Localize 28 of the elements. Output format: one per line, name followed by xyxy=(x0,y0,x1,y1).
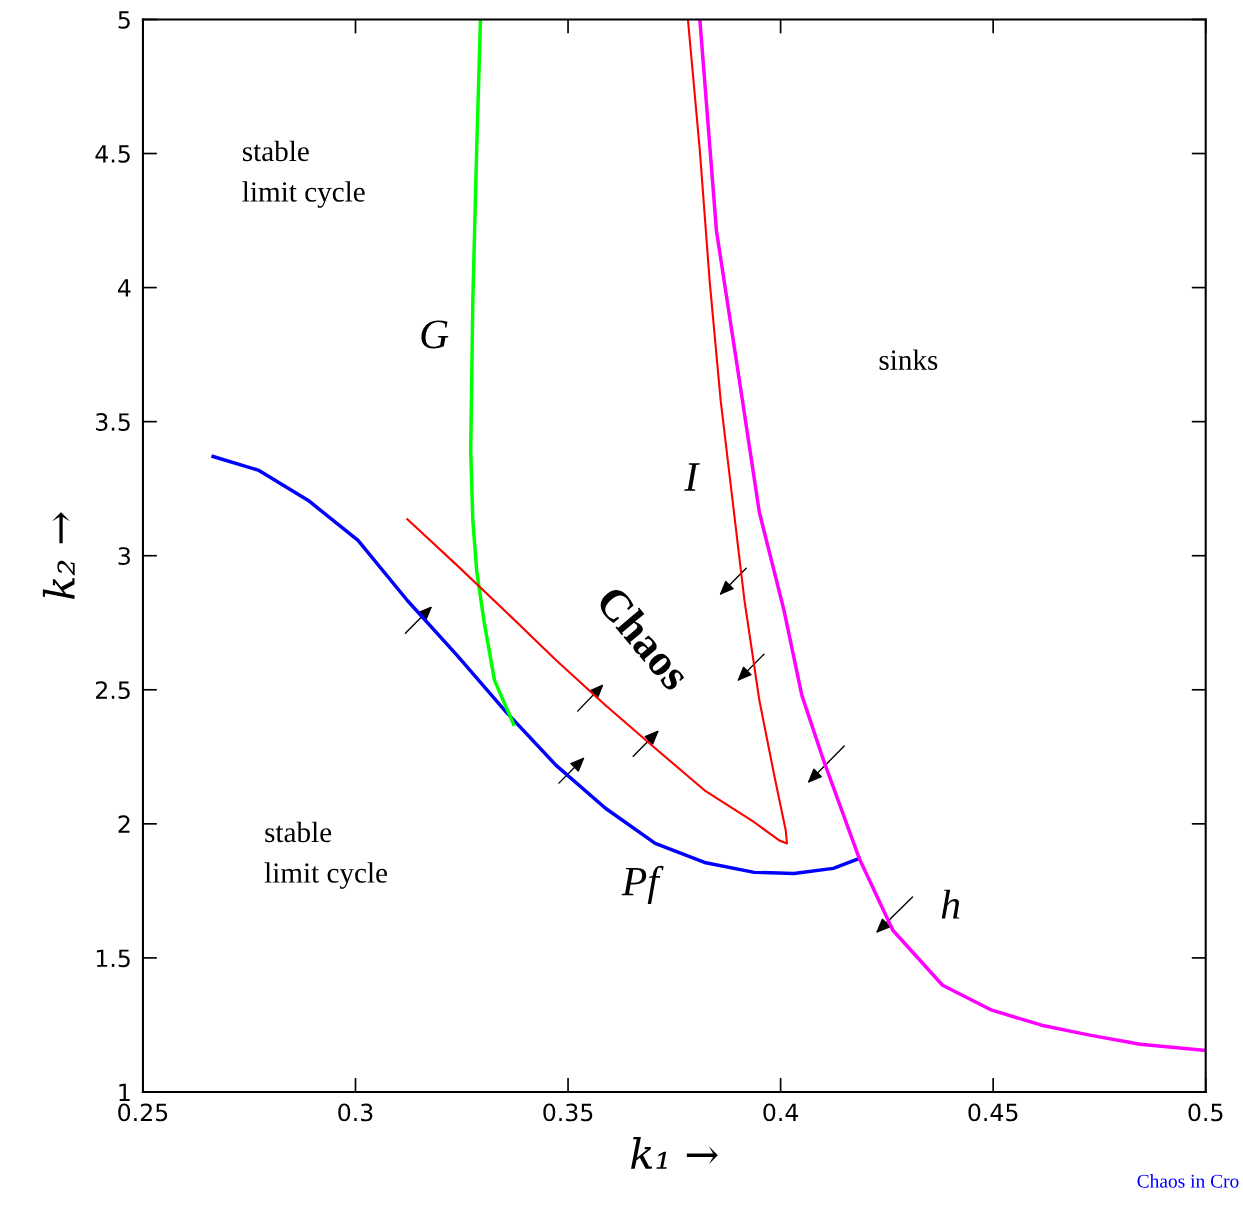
line-series xyxy=(468,19,516,727)
y-tick-label: 1 xyxy=(119,1083,130,1101)
annotation: sinks xyxy=(879,349,938,370)
y-tick-label: 1.5 xyxy=(96,949,130,968)
x-tick-label: 0.35 xyxy=(543,1103,593,1122)
y-tick-label: 2.5 xyxy=(96,681,130,700)
y-tick-label: 3.5 xyxy=(96,413,130,431)
y-tick-label: 4 xyxy=(117,279,131,297)
y-tick-label: 5 xyxy=(118,11,130,29)
y-tick-label: 4.5 xyxy=(95,145,130,163)
line-series xyxy=(406,19,789,845)
annotation: I xyxy=(684,463,700,491)
x-tick-label: 0.3 xyxy=(338,1103,373,1122)
x-tick-label: 0.5 xyxy=(1188,1103,1223,1122)
text: Chaos in Cro xyxy=(1137,1174,1239,1188)
annotation: stable limit cycle xyxy=(242,140,365,208)
annotation: G xyxy=(421,320,449,349)
line-series xyxy=(698,19,1206,1053)
y-tick-label: 2 xyxy=(118,815,130,833)
x-tick-label: 0.45 xyxy=(968,1103,1018,1122)
y-axis-title: k₂ → xyxy=(42,512,75,600)
x-axis-title: k₁ → xyxy=(631,1137,718,1169)
annotation: h xyxy=(941,889,960,919)
annotation: Pf xyxy=(621,865,664,905)
y-tick-label: 3 xyxy=(118,547,130,566)
x-tick-label: 0.4 xyxy=(763,1103,799,1122)
x-tick-label: 0.25 xyxy=(118,1103,168,1122)
annotation: stable limit cycle xyxy=(264,821,388,889)
